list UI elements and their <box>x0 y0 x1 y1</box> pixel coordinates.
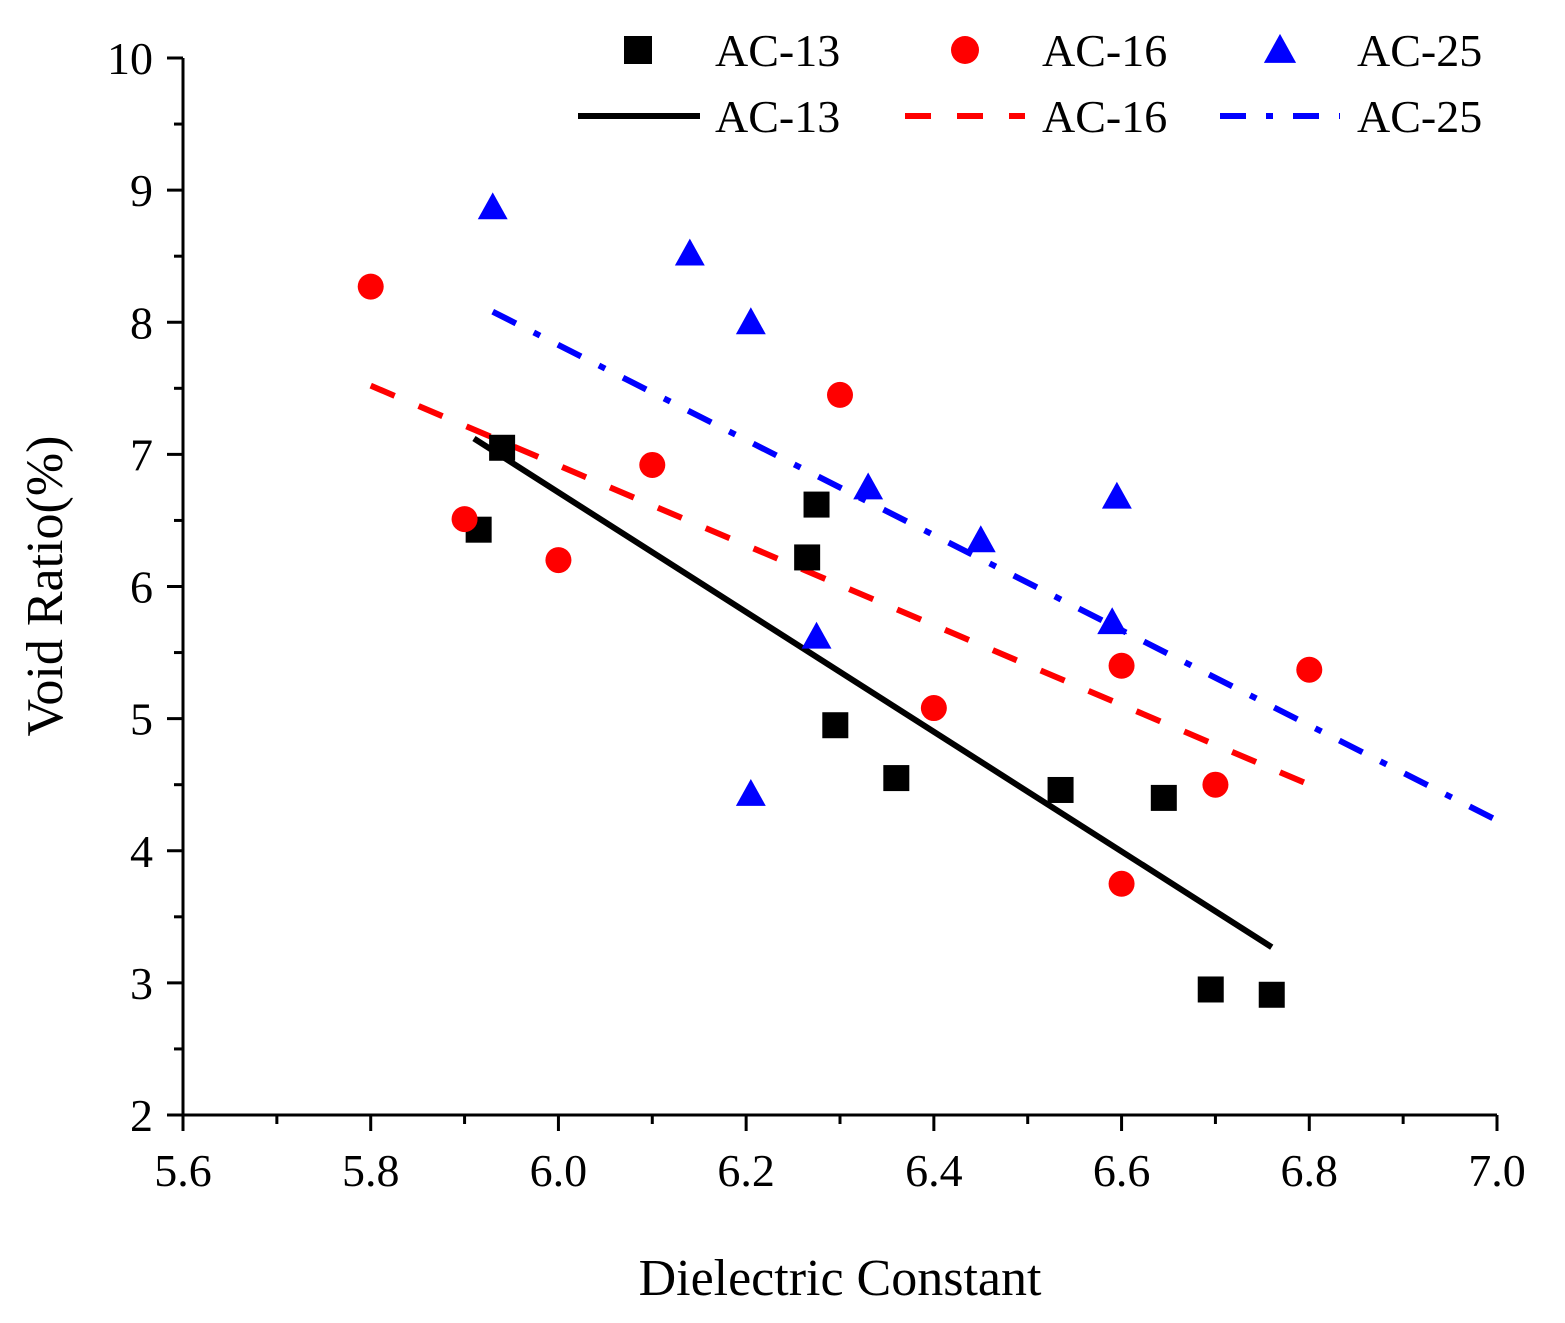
fit-line-ac-25 <box>491 309 1499 824</box>
y-tick-label: 2 <box>130 1090 153 1141</box>
point-ac-13 <box>883 765 910 792</box>
fit-line-ac-16 <box>369 382 1311 788</box>
scatter-points-group <box>357 192 1323 1008</box>
point-ac-16 <box>451 506 478 533</box>
x-tick-label: 6.2 <box>717 1145 775 1196</box>
point-ac-13 <box>489 434 516 461</box>
point-ac-13 <box>794 544 821 571</box>
point-ac-25 <box>853 472 884 500</box>
point-ac-16 <box>1108 652 1135 679</box>
legend-label: AC-13 <box>715 91 840 142</box>
fit-line-ac-13 <box>472 435 1274 950</box>
fit-lines-group <box>369 309 1499 950</box>
legend-label: AC-25 <box>1357 91 1482 142</box>
point-ac-25 <box>674 238 705 266</box>
legend-label: AC-25 <box>1357 25 1482 76</box>
y-tick-label: 7 <box>130 429 153 480</box>
point-ac-16 <box>1202 771 1229 798</box>
point-ac-16 <box>920 695 947 722</box>
point-ac-25 <box>1097 607 1128 635</box>
point-ac-13 <box>1197 976 1224 1003</box>
x-tick-label: 7.0 <box>1468 1145 1526 1196</box>
x-tick-label: 6.4 <box>905 1145 963 1196</box>
point-ac-16 <box>357 273 384 300</box>
y-tick-label: 10 <box>107 33 153 84</box>
legend-label: AC-16 <box>1042 25 1167 76</box>
point-ac-25 <box>735 778 766 806</box>
point-ac-16 <box>545 547 572 574</box>
point-ac-16 <box>827 381 853 408</box>
point-ac-25 <box>477 192 508 220</box>
axes-group: 5.6 5.8 6.0 6.2 6.4 6.6 6.8 7.0 2 3 4 5 6 7 8 9 10 <box>107 33 1526 1196</box>
y-tick-label: 6 <box>130 562 153 613</box>
y-tick-label: 4 <box>130 826 153 877</box>
y-axis-title: Void Ratio(%) <box>17 436 74 737</box>
x-tick-label: 5.8 <box>342 1145 400 1196</box>
legend-marker-ac-25 <box>1263 33 1297 63</box>
legend-label: AC-13 <box>715 25 840 76</box>
legend-label: AC-16 <box>1042 91 1167 142</box>
point-ac-25 <box>735 307 766 335</box>
x-tick-label: 6.0 <box>530 1145 588 1196</box>
x-axis-title: Dielectric Constant <box>639 1250 1042 1307</box>
y-tick-label: 9 <box>130 165 153 216</box>
y-tick-label: 3 <box>130 958 153 1009</box>
point-ac-25 <box>965 525 996 553</box>
x-tick-label: 5.6 <box>154 1145 212 1196</box>
y-tick-label: 8 <box>130 297 153 348</box>
x-tick-label: 6.6 <box>1093 1145 1151 1196</box>
legend: AC-13 AC-16 AC-25 AC-13 AC-16 AC-25 <box>578 25 1482 142</box>
point-ac-16 <box>1296 656 1323 683</box>
point-ac-25 <box>801 621 832 649</box>
point-ac-16 <box>639 451 666 478</box>
y-tick-label: 5 <box>130 694 153 745</box>
point-ac-13 <box>1150 784 1177 811</box>
point-ac-25 <box>1101 481 1132 509</box>
point-ac-13 <box>1258 981 1285 1008</box>
x-tick-label: 6.8 <box>1281 1145 1339 1196</box>
point-ac-16 <box>1108 870 1135 897</box>
point-ac-13 <box>803 491 830 518</box>
point-ac-13 <box>1047 776 1074 803</box>
legend-marker-ac-16 <box>951 36 979 64</box>
point-ac-13 <box>822 712 849 739</box>
legend-marker-ac-13 <box>624 36 652 64</box>
